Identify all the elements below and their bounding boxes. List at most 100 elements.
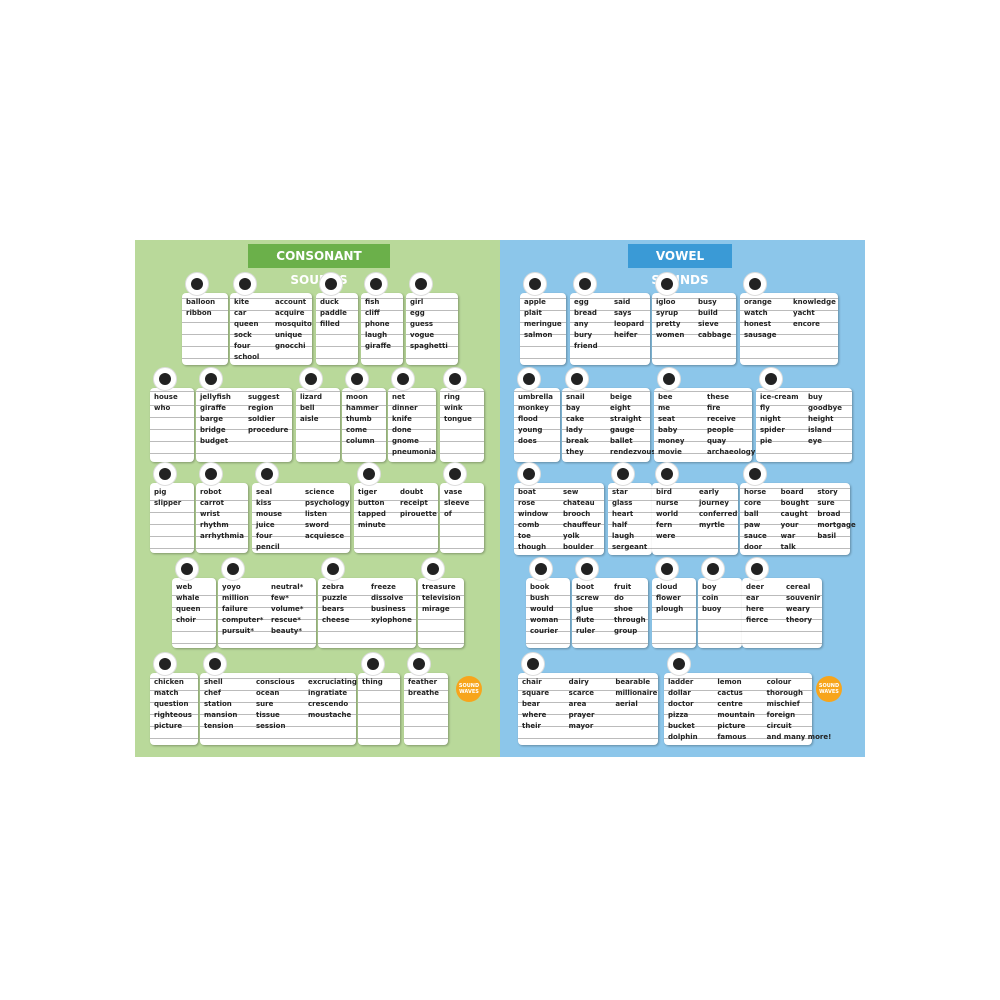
word: bay <box>566 404 581 412</box>
word: though <box>518 543 547 551</box>
word-column: vase sleeve of <box>444 487 469 520</box>
sound-icon <box>522 653 544 675</box>
word: half <box>612 521 628 529</box>
word-column: dairy scarce area prayer mayor <box>569 677 595 732</box>
word: brooch <box>563 510 591 518</box>
sound-icon <box>612 463 634 485</box>
word-card: boat rose window comb toe though sew chateau bro… <box>514 483 604 555</box>
word: horse <box>744 488 767 496</box>
word-column: web whale queen choir <box>176 582 200 626</box>
word: busy <box>698 298 717 306</box>
word: kiss <box>256 499 272 507</box>
word: laugh <box>612 532 635 540</box>
word: cliff <box>365 309 380 317</box>
sound-icon <box>658 368 680 390</box>
word-card: star glass heart half laugh sergeant <box>608 483 652 555</box>
word: area <box>568 700 587 708</box>
word: weary <box>786 605 810 613</box>
word-column: freeze dissolve business xylophone <box>371 582 412 626</box>
word: honest <box>744 320 772 328</box>
word: gnocchi <box>275 342 306 350</box>
word: apple <box>524 298 546 306</box>
word-card: treasure television mirage <box>418 578 464 648</box>
word: procedure <box>248 426 289 434</box>
word: fire <box>707 404 721 412</box>
sound-icon <box>322 558 344 580</box>
word: buy <box>808 393 823 401</box>
logo-badge: SOUND WAVES <box>456 676 482 702</box>
word: these <box>707 393 729 401</box>
word: righteous <box>154 711 192 719</box>
word: friend <box>574 342 598 350</box>
word: souvenir <box>786 594 821 602</box>
word: basil <box>817 532 837 540</box>
word: filled <box>320 320 340 328</box>
word: sleeve <box>444 499 470 507</box>
word: tension <box>204 722 234 730</box>
word: leopard <box>614 320 645 328</box>
word-column: beige eight straight gauge ballet rendezvous <box>610 392 656 458</box>
word: receipt <box>400 499 428 507</box>
word-column: star glass heart half laugh sergeant <box>612 487 647 553</box>
word: cabbage <box>698 331 732 339</box>
word-column: moon hammer thumb come column <box>346 392 379 447</box>
word: thorough <box>766 689 804 697</box>
word-column: bird nurse world fern were <box>656 487 678 542</box>
word: conscious <box>256 678 295 686</box>
sound-icon <box>574 273 596 295</box>
word-column: jellyfish giraffe barge bridge budget <box>200 392 231 447</box>
word: flower <box>656 594 681 602</box>
word: mirage <box>422 605 450 613</box>
word: thumb <box>346 415 372 423</box>
word-card: zebra puzzle bears cheese freeze dissolve busi… <box>318 578 416 648</box>
word: myrtle <box>699 521 725 529</box>
word: flute <box>576 616 595 624</box>
word: dissolve <box>371 594 404 602</box>
word: yacht <box>793 309 815 317</box>
word: eight <box>610 404 631 412</box>
sound-icon <box>186 273 208 295</box>
word-card: boot screw glue flute ruler fruit do shoe throug… <box>572 578 648 648</box>
word: world <box>656 510 679 518</box>
word: igloo <box>656 298 676 306</box>
word: plough <box>656 605 684 613</box>
word-column: bearable millionaire aerial <box>615 677 657 710</box>
word: kite <box>234 298 250 306</box>
word: acquire <box>275 309 305 317</box>
word: do <box>614 594 624 602</box>
sound-icon <box>362 653 384 675</box>
word: few* <box>271 594 289 602</box>
word-column: deer ear here fierce <box>746 582 768 626</box>
sound-icon <box>358 463 380 485</box>
word-card: shell chef station mansion tension conscious o… <box>200 673 357 745</box>
word: dolphin <box>668 733 698 741</box>
word-column: ring wink tongue <box>444 392 472 425</box>
word-column: fruit do shoe through group <box>614 582 646 637</box>
sound-icon <box>656 558 678 580</box>
word: spider <box>760 426 785 434</box>
word: vase <box>444 488 463 496</box>
word: thing <box>362 678 383 686</box>
sound-icon <box>176 558 198 580</box>
word: ball <box>744 510 759 518</box>
word: chef <box>204 689 221 697</box>
sound-icon <box>566 368 588 390</box>
word: fruit <box>614 583 632 591</box>
word: lemon <box>717 678 742 686</box>
sound-icon <box>760 368 782 390</box>
word: listen <box>305 510 328 518</box>
word: excruciating <box>308 678 357 686</box>
word: tissue <box>256 711 280 719</box>
word-column: boat rose window comb toe though <box>518 487 548 553</box>
word: cake <box>566 415 585 423</box>
word: seal <box>256 488 273 496</box>
word: breathe <box>408 689 440 697</box>
word-column: yoyo million failure computer* pursuit* <box>222 582 263 637</box>
word: bridge <box>200 426 226 434</box>
word: knife <box>392 415 412 423</box>
word: receive <box>707 415 736 423</box>
word: flood <box>518 415 538 423</box>
word-column: excruciating ingratiate crescendo moustache <box>308 677 357 721</box>
word: ballet <box>610 437 633 445</box>
word-card: balloon ribbon <box>182 293 228 365</box>
